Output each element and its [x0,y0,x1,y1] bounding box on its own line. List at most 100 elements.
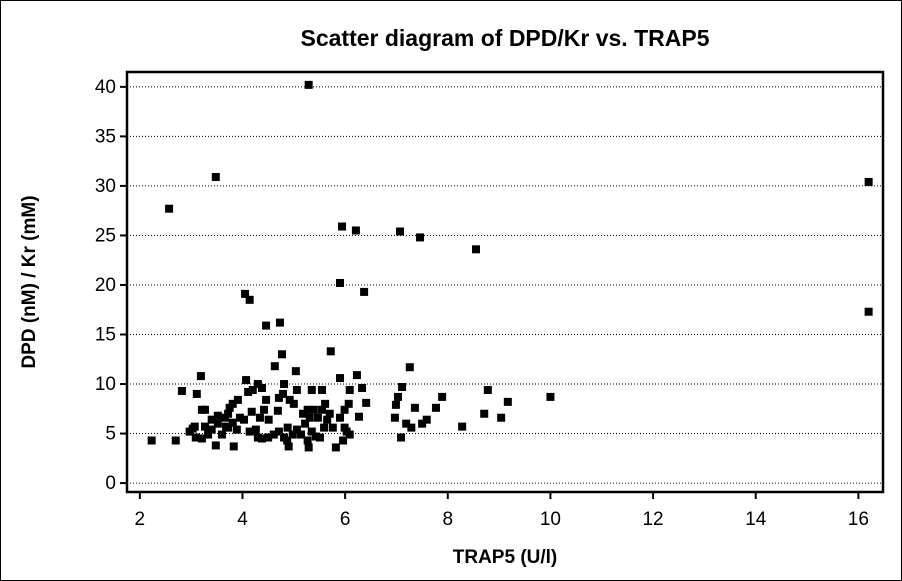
x-tick-label: 14 [745,509,767,530]
point [321,399,330,408]
y-tick-label: 35 [95,126,116,147]
plot-area [127,72,883,492]
point [362,398,371,407]
point [229,442,238,451]
point [398,383,407,391]
point [273,406,282,415]
point [228,418,237,427]
point [188,424,197,433]
point [269,430,278,439]
point [284,442,293,451]
x-tick-label: 10 [540,509,561,530]
point [313,413,322,422]
point [251,425,260,434]
point [253,433,262,442]
y-tick-label: 15 [95,325,116,346]
point [345,430,354,439]
point [221,413,230,422]
point [315,433,324,442]
x-tick-label: 2 [135,509,146,530]
y-axis-label: DPD (nM) / Kr (mM) [19,195,40,368]
point [247,407,256,416]
point [393,392,402,401]
point [335,374,344,383]
point [305,413,314,422]
point [197,434,206,443]
point [405,363,414,372]
point [244,387,253,396]
point [217,430,226,439]
point [335,413,344,422]
point [274,427,283,436]
point [245,295,254,304]
point [345,385,354,394]
point [311,432,320,441]
point [277,350,286,359]
point [340,405,349,414]
point [177,386,186,395]
point [472,245,481,254]
point [211,173,220,181]
point [335,278,344,287]
point [344,399,353,408]
point [264,415,273,424]
point [291,367,300,376]
point [257,383,266,392]
point [171,436,180,445]
point [233,395,242,404]
y-tick-label: 10 [95,374,116,395]
point [331,443,340,452]
point [224,423,233,432]
point [351,226,360,235]
point [338,222,347,231]
point [402,419,411,428]
point [299,409,308,418]
point [225,403,234,412]
point [280,380,289,389]
point [242,376,251,385]
point [207,425,216,434]
point [240,415,249,424]
y-tick-label: 40 [95,77,116,98]
point [262,395,271,404]
point [253,380,262,389]
point [288,430,297,439]
point [303,436,312,445]
point [197,405,206,414]
point [301,419,310,428]
x-tick-label: 6 [340,509,351,530]
point [264,433,273,442]
point [307,385,316,394]
point [285,395,294,404]
y-tick-label: 25 [95,225,116,246]
point [546,392,555,401]
point [260,405,269,414]
point [279,389,288,398]
x-axis-label: TRAP5 (U/l) [453,547,558,568]
point [483,385,492,394]
point [201,422,210,431]
point [390,413,399,422]
point [211,441,220,450]
x-tick-label: 8 [442,509,453,530]
plot-frame [125,70,885,494]
point [320,423,329,432]
point [213,411,222,420]
point [241,289,250,298]
point [255,413,264,422]
point [318,405,327,414]
point [257,434,266,443]
point [864,177,873,186]
point [289,399,298,408]
point [354,412,363,421]
point [391,400,400,409]
x-tick-label: 4 [237,509,248,530]
point [431,403,440,412]
point [396,227,405,236]
point [245,427,254,436]
chart-title: Scatter diagram of DPD/Kr vs. TRAP5 [300,25,709,51]
point [292,425,301,434]
point [283,423,292,432]
point [480,409,489,418]
